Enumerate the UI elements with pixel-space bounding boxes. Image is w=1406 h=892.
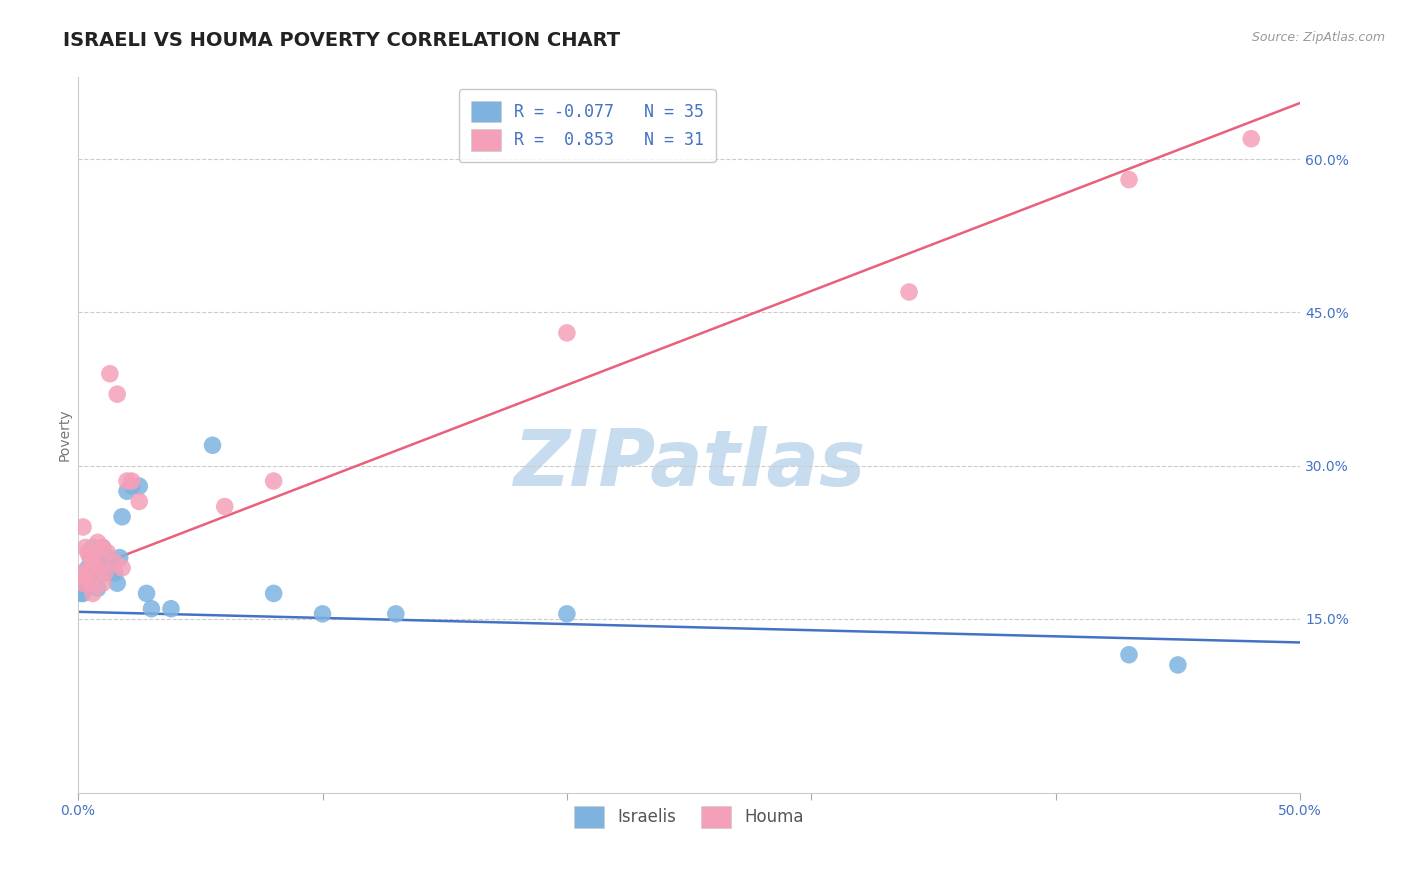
Point — [121, 479, 143, 493]
Point — [91, 576, 114, 591]
Point — [263, 474, 285, 488]
Point — [89, 545, 111, 559]
Point — [115, 484, 138, 499]
Point — [128, 494, 150, 508]
Point — [111, 561, 134, 575]
Point — [141, 601, 163, 615]
Text: ISRAELI VS HOUMA POVERTY CORRELATION CHART: ISRAELI VS HOUMA POVERTY CORRELATION CHA… — [63, 31, 620, 50]
Point — [77, 561, 100, 575]
Y-axis label: Poverty: Poverty — [58, 409, 72, 461]
Point — [75, 571, 97, 585]
Point — [77, 571, 100, 585]
Point — [84, 545, 107, 559]
Point — [86, 582, 108, 596]
Point — [1118, 172, 1140, 186]
Legend: Israelis, Houma: Israelis, Houma — [568, 799, 811, 834]
Point — [75, 541, 97, 555]
Point — [82, 561, 104, 575]
Point — [79, 566, 101, 580]
Point — [91, 541, 114, 555]
Point — [89, 561, 111, 575]
Text: Source: ZipAtlas.com: Source: ZipAtlas.com — [1251, 31, 1385, 45]
Point — [1240, 132, 1263, 146]
Point — [1118, 648, 1140, 662]
Point — [108, 550, 131, 565]
Point — [111, 509, 134, 524]
Point — [311, 607, 333, 621]
Point — [121, 474, 143, 488]
Point — [69, 566, 91, 580]
Point — [79, 576, 101, 591]
Point — [201, 438, 224, 452]
Point — [1167, 657, 1189, 672]
Point — [69, 586, 91, 600]
Point — [104, 566, 127, 580]
Point — [82, 541, 104, 555]
Point — [98, 561, 121, 575]
Point — [91, 541, 114, 555]
Point — [72, 586, 94, 600]
Point — [84, 566, 107, 580]
Point — [75, 582, 97, 596]
Point — [104, 556, 127, 570]
Point — [82, 556, 104, 570]
Point — [214, 500, 236, 514]
Point — [94, 566, 117, 580]
Point — [94, 566, 117, 580]
Point — [79, 550, 101, 565]
Point — [79, 550, 101, 565]
Point — [105, 576, 128, 591]
Point — [96, 545, 118, 559]
Point — [135, 586, 157, 600]
Point — [77, 545, 100, 559]
Point — [96, 550, 118, 565]
Point — [72, 520, 94, 534]
Point — [98, 367, 121, 381]
Point — [72, 576, 94, 591]
Point — [105, 387, 128, 401]
Point — [77, 566, 100, 580]
Point — [555, 326, 578, 340]
Point — [898, 285, 921, 299]
Point — [86, 550, 108, 565]
Point — [555, 607, 578, 621]
Point — [115, 474, 138, 488]
Point — [128, 479, 150, 493]
Point — [86, 535, 108, 549]
Point — [75, 571, 97, 585]
Point — [82, 586, 104, 600]
Point — [160, 601, 183, 615]
Text: ZIPatlas: ZIPatlas — [513, 425, 865, 501]
Point — [263, 586, 285, 600]
Point — [385, 607, 408, 621]
